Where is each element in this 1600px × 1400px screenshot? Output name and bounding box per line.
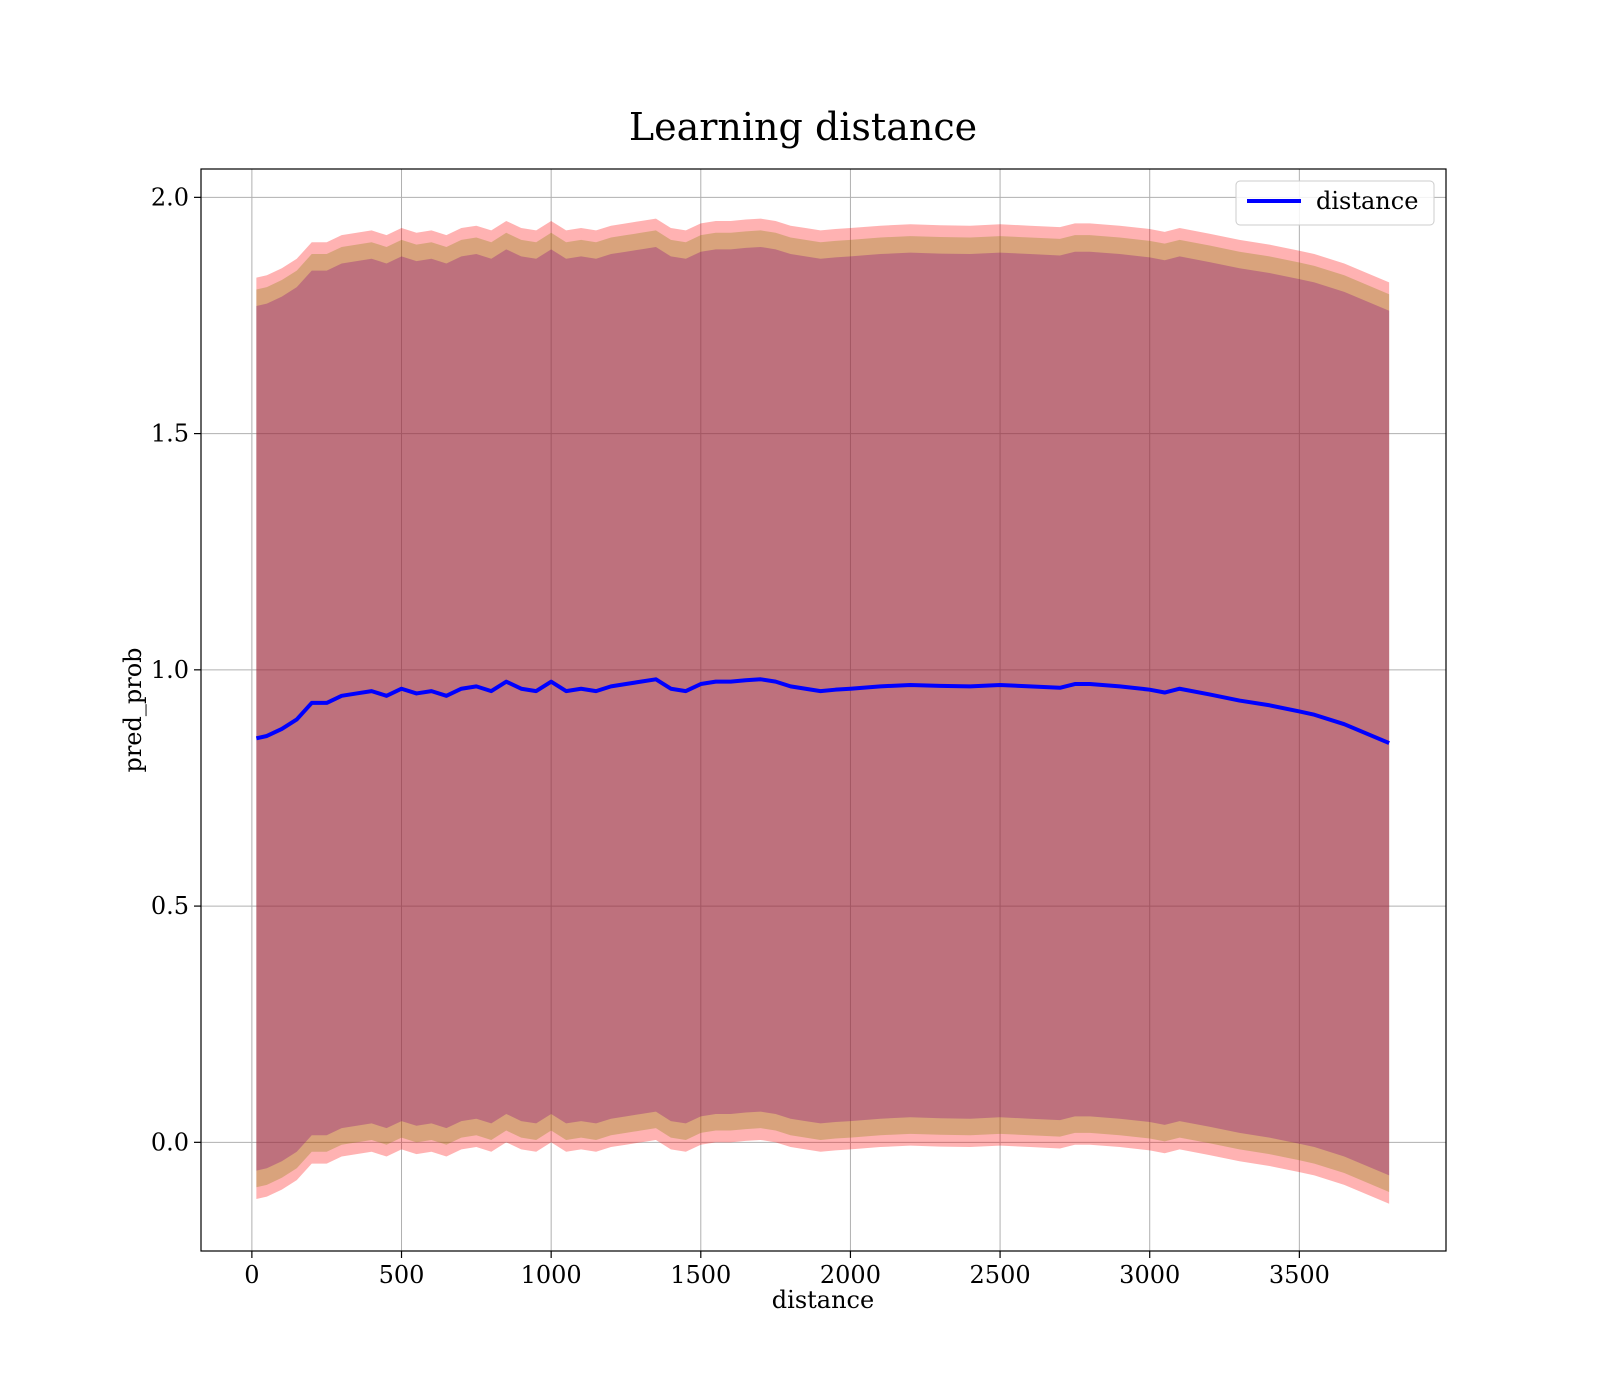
band-inner bbox=[256, 246, 1390, 1176]
x-tick-label-4: 2000 bbox=[820, 1261, 881, 1289]
y-tick-label-4: 2.0 bbox=[151, 183, 189, 211]
confidence-bands bbox=[256, 218, 1390, 1204]
legend-entry-distance: distance bbox=[1316, 187, 1418, 215]
y-tick-label-0: 0.0 bbox=[151, 1128, 189, 1156]
y-tick-label-3: 1.5 bbox=[151, 420, 189, 448]
x-axis-ticks: 0 500 1000 1500 2000 2500 3000 3500 bbox=[244, 1251, 1330, 1289]
y-axis-ticks: 0.0 0.5 1.0 1.5 2.0 bbox=[151, 183, 201, 1156]
x-tick-label-5: 2500 bbox=[970, 1261, 1031, 1289]
x-tick-label-0: 0 bbox=[244, 1261, 259, 1289]
band-middle bbox=[256, 230, 1390, 1192]
x-tick-label-3: 1500 bbox=[670, 1261, 731, 1289]
y-tick-label-1: 0.5 bbox=[151, 892, 189, 920]
chart-title: Learning distance bbox=[629, 105, 977, 149]
y-axis-label: pred_prob bbox=[119, 647, 147, 772]
band-outer bbox=[256, 218, 1390, 1204]
plot-frame bbox=[200, 168, 1447, 1252]
y-tick-label-2: 1.0 bbox=[151, 656, 189, 684]
series-lines bbox=[255, 677, 1390, 745]
x-tick-label-2: 1000 bbox=[521, 1261, 582, 1289]
legend: distance bbox=[1235, 180, 1435, 226]
x-tick-label-1: 500 bbox=[379, 1261, 425, 1289]
legend-box bbox=[1235, 180, 1435, 226]
series-line-distance bbox=[255, 677, 1390, 745]
x-tick-label-7: 3500 bbox=[1269, 1261, 1330, 1289]
x-axis-label: distance bbox=[772, 1286, 874, 1314]
x-tick-label-6: 3000 bbox=[1119, 1261, 1180, 1289]
